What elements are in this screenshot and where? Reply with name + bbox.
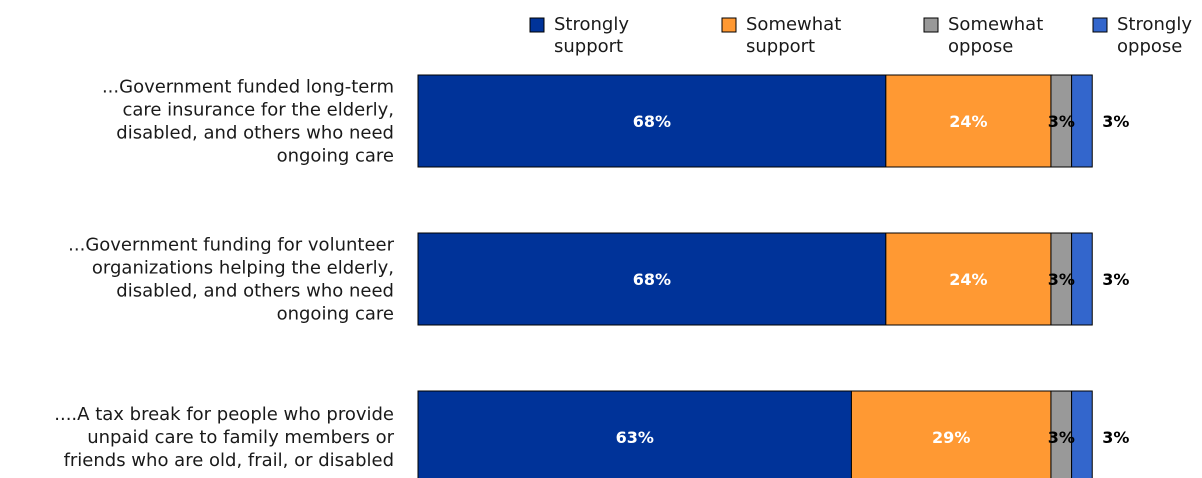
bar-0-1 (885, 74, 1052, 168)
data-labels: 68% 24% 3% 3% 68% 24% 3% 3% 63% 29% 3% 3% (616, 112, 1130, 447)
data-label-0-3: 3% (1102, 112, 1129, 131)
legend-item-2: Somewhat oppose (923, 14, 1043, 57)
category-labels: ...Government funded long-term care insur… (54, 77, 394, 472)
bar-2-1 (850, 390, 1052, 478)
category-label-1: ...Government funding for volunteer organ… (68, 235, 394, 325)
category-label-0: ...Government funded long-term care insur… (102, 77, 394, 167)
bar-2-0 (417, 390, 852, 478)
data-label-0-2: 3% (1048, 112, 1075, 131)
legend-label-3: Strongly oppose (1117, 14, 1192, 57)
legend-swatch-1 (721, 17, 737, 33)
bar-1-1 (885, 232, 1052, 326)
data-label-0-0: 68% (633, 112, 671, 131)
bar-2-3 (1071, 390, 1093, 478)
legend: Strongly support Somewhat support Somewhat op… (529, 14, 1192, 57)
bar-0-3 (1071, 74, 1093, 168)
bar-1-0 (417, 232, 887, 326)
data-label-2-1: 29% (932, 428, 970, 447)
data-label-2-0: 63% (616, 428, 654, 447)
legend-label-1: Somewhat support (746, 14, 841, 57)
data-label-1-2: 3% (1048, 270, 1075, 289)
bars (417, 74, 1093, 478)
data-label-1-0: 68% (633, 270, 671, 289)
data-label-1-1: 24% (949, 270, 987, 289)
bar-0-0 (417, 74, 887, 168)
legend-label-2: Somewhat oppose (948, 14, 1043, 57)
data-label-0-1: 24% (949, 112, 987, 131)
category-label-2: ....A tax break for people who provide un… (54, 404, 394, 471)
legend-item-3: Strongly oppose (1092, 14, 1192, 57)
legend-swatch-2 (923, 17, 939, 33)
data-label-2-2: 3% (1048, 428, 1075, 447)
legend-swatch-3 (1092, 17, 1108, 33)
data-label-2-3: 3% (1102, 428, 1129, 447)
legend-item-1: Somewhat support (721, 14, 841, 57)
data-label-1-3: 3% (1102, 270, 1129, 289)
bar-1-3 (1071, 232, 1093, 326)
legend-item-0: Strongly support (529, 14, 629, 57)
legend-label-0: Strongly support (554, 14, 629, 57)
legend-swatch-0 (529, 17, 545, 33)
